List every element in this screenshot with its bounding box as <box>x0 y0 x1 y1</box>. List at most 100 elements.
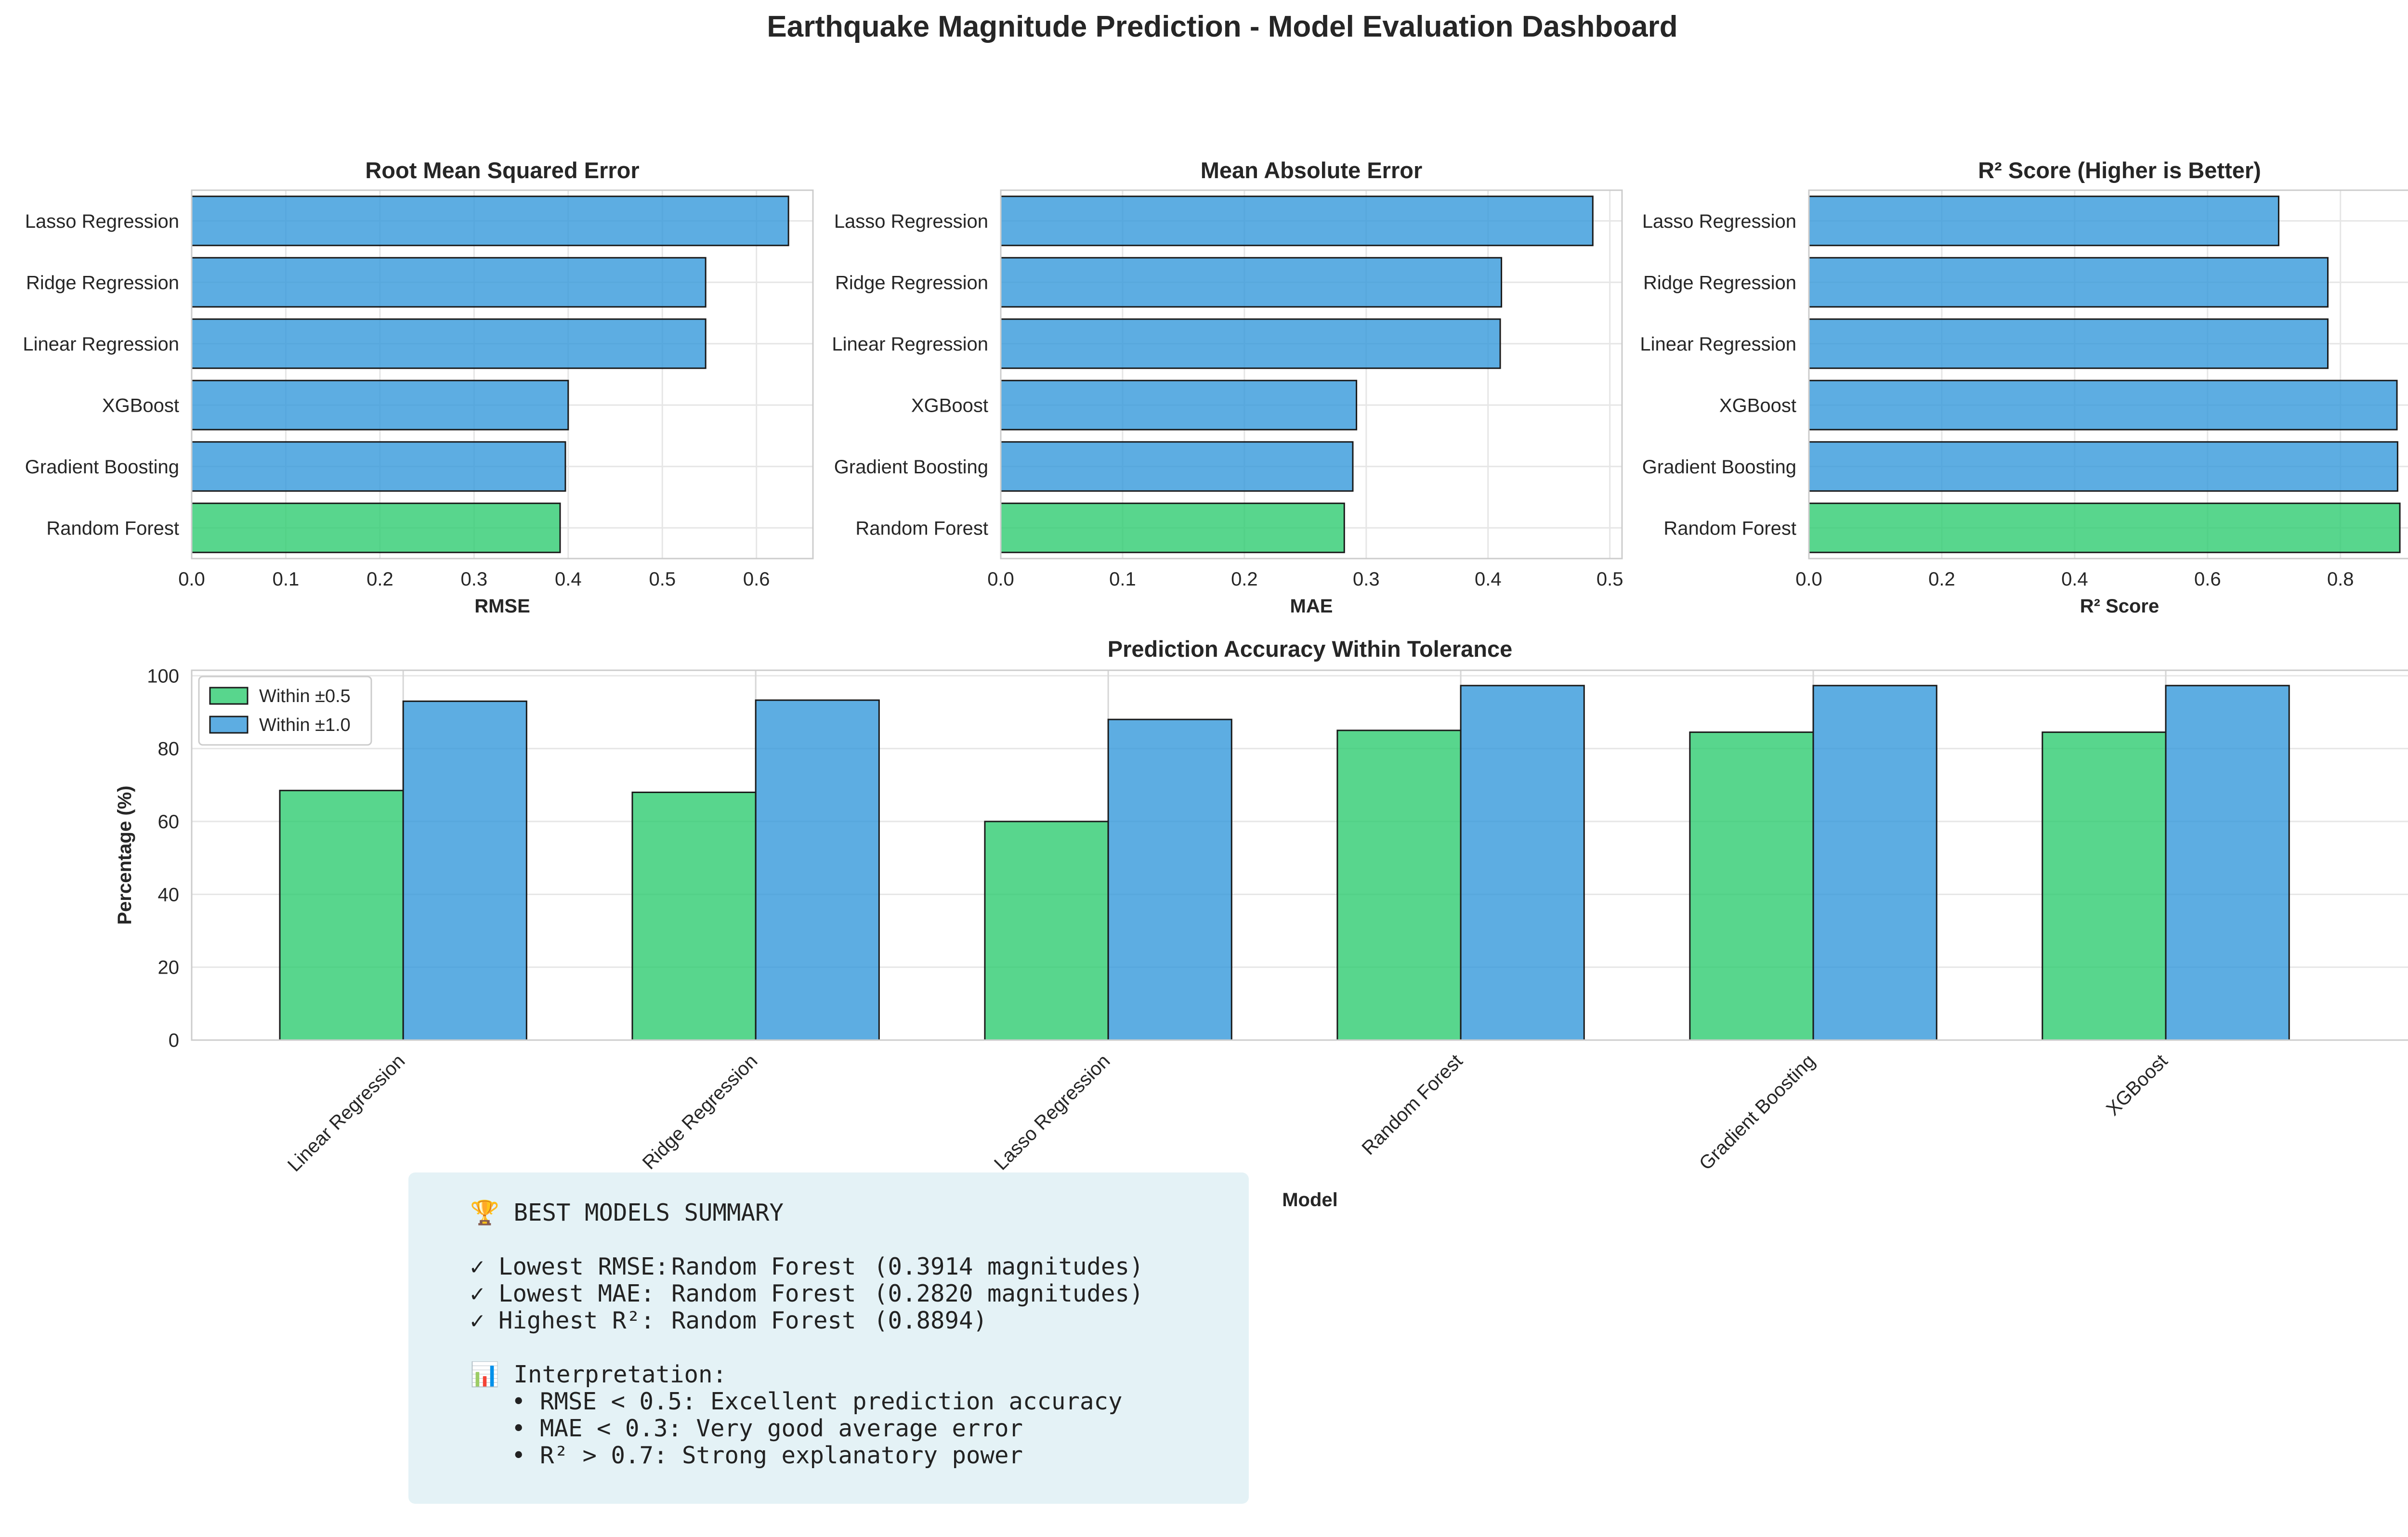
y-tick-label: 40 <box>158 884 180 905</box>
y-tick-label: 0 <box>169 1030 179 1051</box>
y-tick-label-lasso-regression: Lasso Regression <box>1642 211 1796 232</box>
summary-row-label: ✓ Lowest MAE: <box>470 1280 655 1307</box>
bar-gradient-boosting-series-1 <box>1812 685 1937 1041</box>
interpretation-bullet: • RMSE < 0.5: Excellent prediction accur… <box>511 1388 1123 1415</box>
y-tick-label: 20 <box>158 957 180 978</box>
y-tick-label-ridge-regression: Ridge Regression <box>1643 272 1796 293</box>
bar-linear-regression <box>191 318 707 369</box>
bar-lasso-regression <box>1808 195 2279 247</box>
bar-random-forest <box>1000 502 1345 553</box>
y-tick-label-random-forest: Random Forest <box>1663 518 1796 539</box>
x-tick-label: 0.6 <box>2194 569 2221 590</box>
x-tick-label: 0.2 <box>1928 569 1955 590</box>
x-tick-label: 0.0 <box>987 569 1014 590</box>
x-axis-label: MAE <box>1290 596 1333 617</box>
y-tick-label-lasso-regression: Lasso Regression <box>25 211 179 232</box>
x-tick-label-random-forest: Random Forest <box>1358 1050 1466 1159</box>
bar-lasso-regression-series-1 <box>1107 718 1232 1041</box>
y-tick-label: 80 <box>158 739 180 760</box>
summary-row-label: ✓ Highest R²: <box>470 1307 655 1334</box>
y-axis-label: Percentage (%) <box>114 786 135 925</box>
bar-linear-regression <box>1000 318 1501 369</box>
x-tick-label-lasso-regression: Lasso Regression <box>990 1050 1114 1174</box>
bar-lasso-regression <box>191 195 789 247</box>
x-tick-label: 0.4 <box>2061 569 2088 590</box>
y-tick-label-xgboost: XGBoost <box>102 395 179 416</box>
summary-row-model: Random Forest <box>671 1307 856 1334</box>
bar-linear-regression-series-1 <box>402 700 527 1041</box>
r2-chart: Random Forest Gradient Boosting XGBoost Lin… <box>1640 157 2408 617</box>
y-tick-label-ridge-regression: Ridge Regression <box>26 272 179 293</box>
legend-label-1: Within ±1.0 <box>259 715 351 735</box>
summary-row-rmse: ✓ Lowest RMSE: Random Forest (0.3914 magni… <box>470 1253 1249 1280</box>
chart-title: Root Mean Squared Error <box>365 157 639 183</box>
interpretation-bullet: • R² > 0.7: Strong explanatory power <box>511 1442 1023 1469</box>
x-tick-label: 0.2 <box>1231 569 1258 590</box>
x-axis-label: Model <box>1282 1189 1338 1211</box>
bar-gradient-boosting <box>191 441 566 492</box>
bar-xgboost <box>1808 379 2398 430</box>
x-tick-label-gradient-boosting: Gradient Boosting <box>1695 1050 1819 1174</box>
rmse-chart: Random Forest Gradient Boosting XGBoost Lin… <box>23 157 814 617</box>
bar-xgboost-series-0 <box>2042 731 2167 1041</box>
dashboard-title: Earthquake Magnitude Prediction - Model … <box>767 10 1677 43</box>
bar-ridge-regression <box>191 257 707 308</box>
plot-frame <box>1808 189 2408 560</box>
bar-random-forest-series-1 <box>1460 685 1585 1041</box>
summary-row-value: (0.8894) <box>874 1307 988 1334</box>
best-models-summary: 🏆 BEST MODELS SUMMARY ✓ Lowest RMSE: Rand… <box>408 1172 1249 1504</box>
interpretation-heading: 📊 Interpretation: <box>470 1361 727 1388</box>
x-tick-label: 0.1 <box>1109 569 1136 590</box>
summary-row-model: Random Forest <box>671 1253 856 1280</box>
bar-xgboost <box>191 379 569 430</box>
bar-ridge-regression <box>1000 257 1503 308</box>
legend-swatch-0 <box>209 687 249 705</box>
bar-lasso-regression-series-0 <box>984 821 1109 1041</box>
legend-swatch-1 <box>209 716 249 734</box>
x-tick-label-xgboost: XGBoost <box>2102 1050 2172 1120</box>
y-tick-label-linear-regression: Linear Regression <box>832 334 988 355</box>
bar-xgboost <box>1000 379 1358 430</box>
bar-xgboost-series-1 <box>2165 685 2290 1041</box>
bar-linear-regression <box>1808 318 2329 369</box>
y-tick-label-gradient-boosting: Gradient Boosting <box>25 456 179 478</box>
x-tick-label: 0.0 <box>1795 569 1822 590</box>
chart-title: Prediction Accuracy Within Tolerance <box>1108 636 1513 662</box>
y-tick-label-random-forest: Random Forest <box>46 518 179 539</box>
bar-ridge-regression <box>1808 257 2329 308</box>
summary-row-r2: ✓ Highest R²: Random Forest (0.8894) <box>470 1307 1249 1334</box>
x-tick-label: 0.2 <box>366 569 393 590</box>
y-tick-label: 60 <box>158 811 180 833</box>
summary-row-mae: ✓ Lowest MAE: Random Forest (0.2820 magnit… <box>470 1280 1249 1307</box>
bar-ridge-regression-series-1 <box>755 699 880 1041</box>
summary-row-model: Random Forest <box>671 1280 856 1307</box>
y-tick-label-linear-regression: Linear Regression <box>23 334 179 355</box>
x-tick-label: 0.4 <box>1475 569 1502 590</box>
bar-random-forest-series-0 <box>1336 729 1462 1041</box>
y-tick-label-gradient-boosting: Gradient Boosting <box>1642 456 1796 478</box>
x-tick-label-linear-regression: Linear Regression <box>284 1050 409 1176</box>
bar-lasso-regression <box>1000 195 1594 247</box>
bar-gradient-boosting-series-0 <box>1689 731 1814 1041</box>
y-tick-label-random-forest: Random Forest <box>855 518 988 539</box>
x-tick-label: 0.0 <box>178 569 205 590</box>
x-tick-label: 0.3 <box>1353 569 1380 590</box>
y-tick-label-lasso-regression: Lasso Regression <box>834 211 988 232</box>
x-tick-label: 0.4 <box>555 569 582 590</box>
chart-title: R² Score (Higher is Better) <box>1978 157 2261 183</box>
summary-row-value: (0.3914 magnitudes) <box>874 1253 1144 1280</box>
x-axis-label: R² Score <box>2080 596 2159 617</box>
y-tick-label: 100 <box>147 665 179 687</box>
x-tick-label: 0.1 <box>273 569 300 590</box>
bar-gradient-boosting <box>1808 441 2398 492</box>
bar-ridge-regression-series-0 <box>631 791 757 1041</box>
accuracy-chart: 0 20 40 60 80 100 Linear Regression Ridge Regre… <box>114 636 2408 1211</box>
y-tick-label-gradient-boosting: Gradient Boosting <box>834 456 988 478</box>
bar-gradient-boosting <box>1000 441 1354 492</box>
x-tick-label: 0.3 <box>461 569 488 590</box>
x-axis-label: RMSE <box>474 596 530 617</box>
x-tick-label: 0.6 <box>743 569 770 590</box>
chart-title: Mean Absolute Error <box>1201 157 1423 183</box>
bar-random-forest <box>1808 502 2401 553</box>
legend: Within ±0.5 Within ±1.0 <box>198 676 372 746</box>
